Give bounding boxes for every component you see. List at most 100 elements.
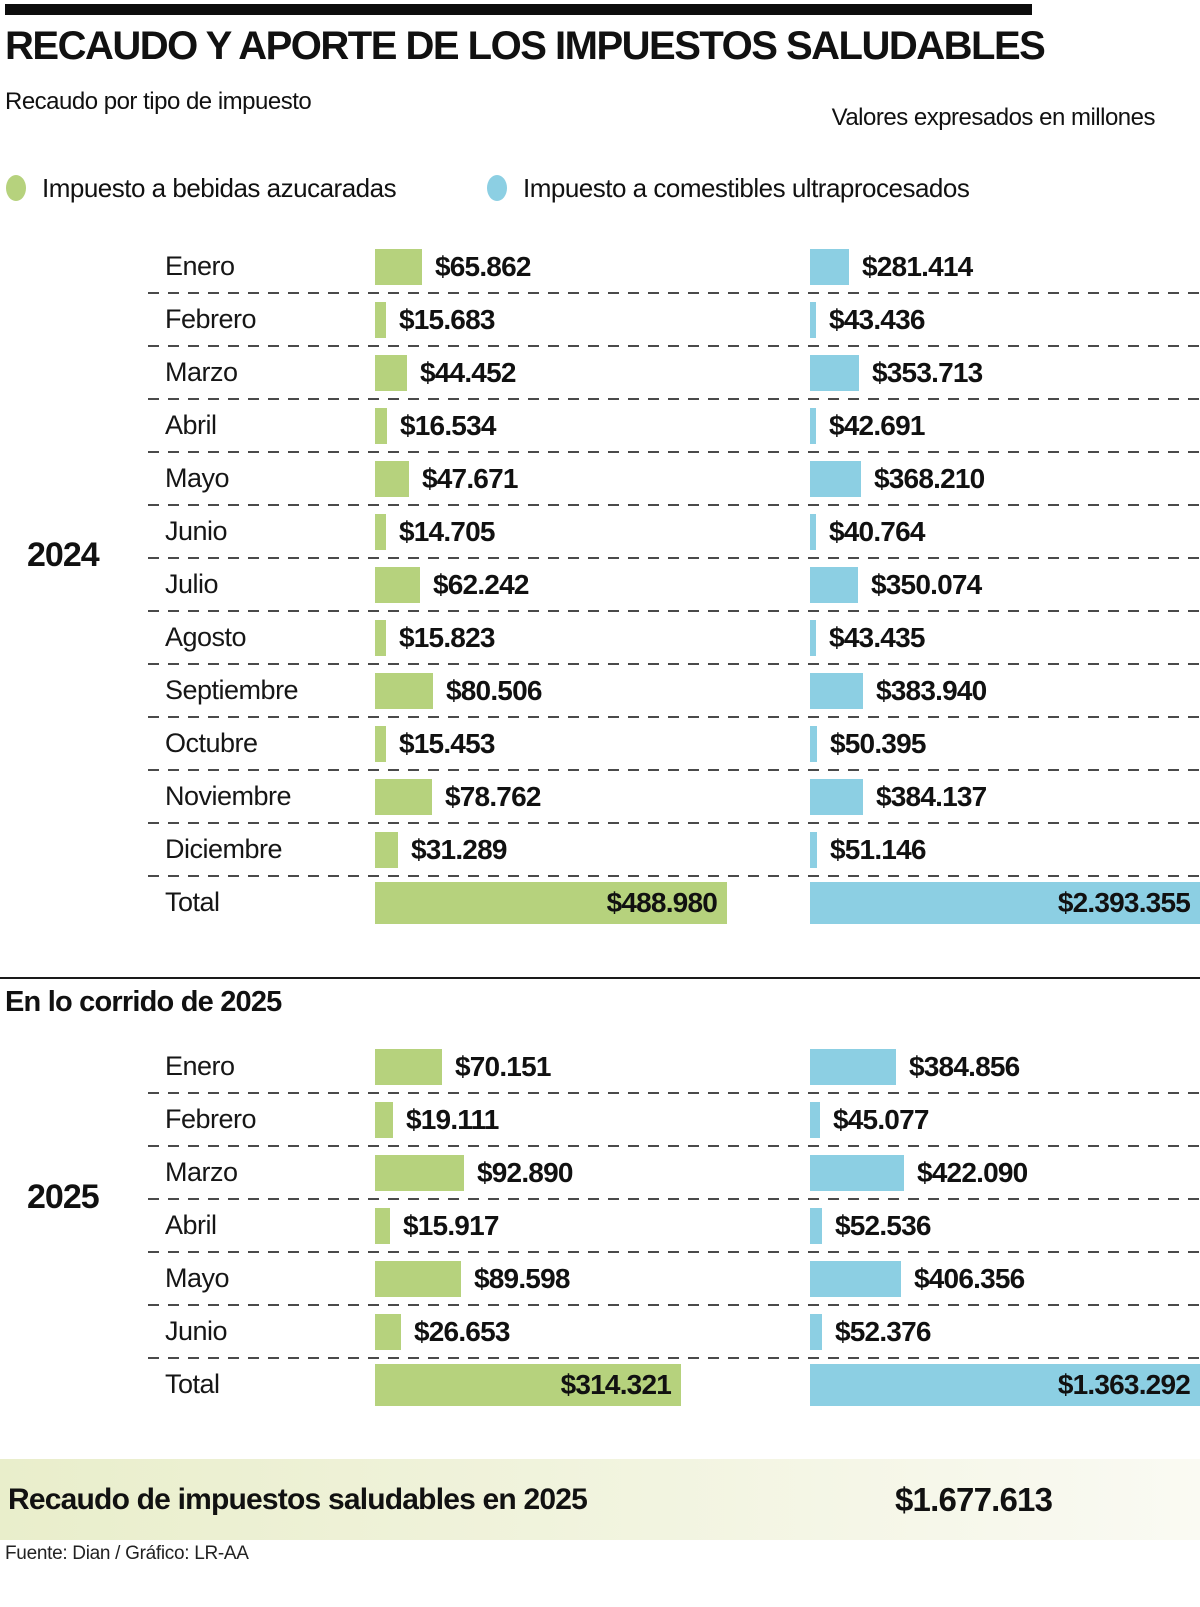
azucaradas-value: $15.917 [403, 1209, 499, 1241]
ultraprocesados-total-bar: $1.363.292 [810, 1363, 1200, 1406]
section-divider [0, 977, 1200, 979]
table-row-2024-diciembre: Diciembre $31.289 $51.146 [148, 823, 1200, 877]
ultraprocesados-bar [810, 1207, 822, 1244]
green-legend-dot-icon [6, 175, 26, 201]
azucaradas-cell: $15.917 [375, 1199, 810, 1252]
ultraprocesados-cell: $51.146 [810, 823, 1200, 876]
azucaradas-value: $16.534 [400, 409, 496, 441]
azucaradas-value: $15.683 [399, 303, 495, 335]
total-row-2024: Total $488.980 $2.393.355 [148, 876, 1200, 929]
azucaradas-cell: $26.653 [375, 1305, 810, 1358]
ultraprocesados-cell: $383.940 [810, 664, 1200, 717]
month-label: Octubre [165, 728, 258, 758]
azucaradas-total-bar: $314.321 [375, 1363, 681, 1406]
total-label: Total [165, 1369, 220, 1399]
azucaradas-bar [375, 460, 409, 497]
azucaradas-value: $80.506 [446, 674, 542, 706]
ultraprocesados-cell: $353.713 [810, 346, 1200, 399]
azucaradas-value: $44.452 [420, 356, 516, 388]
ultraprocesados-total-bar: $2.393.355 [810, 881, 1200, 924]
top-accent-bar [5, 4, 1032, 15]
azucaradas-value: $47.671 [422, 462, 518, 494]
ultraprocesados-bar [810, 566, 858, 603]
ultraprocesados-bar [810, 248, 849, 285]
azucaradas-value: $92.890 [477, 1156, 573, 1188]
azucaradas-value: $14.705 [399, 515, 495, 547]
ultraprocesados-cell: $40.764 [810, 505, 1200, 558]
ultraprocesados-total-cell: $1.363.292 [810, 1358, 1200, 1411]
month-label: Septiembre [165, 675, 299, 705]
ultraprocesados-value: $350.074 [871, 568, 982, 600]
azucaradas-cell: $31.289 [375, 823, 810, 876]
ultraprocesados-bar [810, 725, 817, 762]
month-label: Marzo [165, 1157, 238, 1187]
ultraprocesados-cell: $368.210 [810, 452, 1200, 505]
month-label: Abril [165, 1210, 217, 1240]
azucaradas-bar [375, 513, 386, 550]
ultraprocesados-bar [810, 1260, 901, 1297]
ultraprocesados-cell: $43.435 [810, 611, 1200, 664]
month-label: Marzo [165, 357, 238, 387]
source-credit: Fuente: Dian / Gráfico: LR-AA [5, 1543, 249, 1564]
ultraprocesados-cell: $406.356 [810, 1252, 1200, 1305]
month-label: Agosto [165, 622, 247, 652]
ultraprocesados-cell: $52.536 [810, 1199, 1200, 1252]
azucaradas-bar [375, 407, 387, 444]
total-row-2025: Total $314.321 $1.363.292 [148, 1358, 1200, 1411]
azucaradas-cell: $89.598 [375, 1252, 810, 1305]
rows-2024: Enero $65.862 $281.414 Febrero $15.683 $43.43… [148, 240, 1200, 929]
azucaradas-bar [375, 248, 422, 285]
ultraprocesados-value: $353.713 [872, 356, 983, 388]
month-label: Noviembre [165, 781, 292, 811]
azucaradas-value: $31.289 [411, 833, 507, 865]
ultraprocesados-cell: $42.691 [810, 399, 1200, 452]
azucaradas-bar [375, 1260, 461, 1297]
azucaradas-bar [375, 1313, 401, 1350]
ultraprocesados-cell: $43.436 [810, 293, 1200, 346]
azucaradas-cell: $15.823 [375, 611, 810, 664]
azucaradas-bar [375, 354, 407, 391]
table-row-2024-junio: Junio $14.705 $40.764 [148, 505, 1200, 559]
month-label: Febrero [165, 304, 257, 334]
ultraprocesados-bar [810, 831, 817, 868]
azucaradas-cell: $47.671 [375, 452, 810, 505]
section-heading-2025: En lo corrido de 2025 [5, 986, 282, 1018]
month-label: Enero [165, 1051, 235, 1081]
legend-item-ultraprocesados: Impuesto a comestibles ultraprocesados [487, 172, 970, 204]
azucaradas-cell: $16.534 [375, 399, 810, 452]
table-row-2024-octubre: Octubre $15.453 $50.395 [148, 717, 1200, 771]
azucaradas-cell: $62.242 [375, 558, 810, 611]
azucaradas-bar [375, 725, 386, 762]
azucaradas-cell: $44.452 [375, 346, 810, 399]
azucaradas-cell: $80.506 [375, 664, 810, 717]
table-row-2025-abril: Abril $15.917 $52.536 [148, 1199, 1200, 1253]
table-row-2025-junio: Junio $26.653 $52.376 [148, 1305, 1200, 1359]
legend: Impuesto a bebidas azucaradas Impuesto a… [6, 172, 970, 204]
azucaradas-bar [375, 566, 420, 603]
ultraprocesados-bar [810, 354, 859, 391]
ultraprocesados-bar [810, 1101, 820, 1138]
month-label: Mayo [165, 1263, 230, 1293]
azucaradas-cell: $65.862 [375, 240, 810, 293]
ultraprocesados-value: $42.691 [829, 409, 925, 441]
ultraprocesados-bar [810, 1154, 904, 1191]
ultraprocesados-bar [810, 1313, 822, 1350]
rows-2025: Enero $70.151 $384.856 Febrero $19.111 $45.07… [148, 1040, 1200, 1411]
azucaradas-value: $70.151 [455, 1050, 551, 1082]
azucaradas-bar [375, 619, 386, 656]
table-row-2025-enero: Enero $70.151 $384.856 [148, 1040, 1200, 1094]
ultraprocesados-value: $43.436 [829, 303, 925, 335]
azucaradas-bar [375, 1048, 442, 1085]
ultraprocesados-bar [810, 672, 863, 709]
azucaradas-value: $19.111 [406, 1103, 499, 1135]
ultraprocesados-cell: $281.414 [810, 240, 1200, 293]
azucaradas-cell: $15.453 [375, 717, 810, 770]
azucaradas-value: $78.762 [445, 780, 541, 812]
azucaradas-value: $62.242 [433, 568, 529, 600]
table-2025: 2025 Enero $70.151 $384.856 Febrero $19.111 $… [0, 1040, 1200, 1411]
month-label: Junio [165, 516, 228, 546]
ultraprocesados-value: $51.146 [830, 833, 926, 865]
chart-subtitle: Recaudo por tipo de impuesto [5, 88, 312, 115]
legend-label-ultraprocesados: Impuesto a comestibles ultraprocesados [523, 172, 970, 203]
